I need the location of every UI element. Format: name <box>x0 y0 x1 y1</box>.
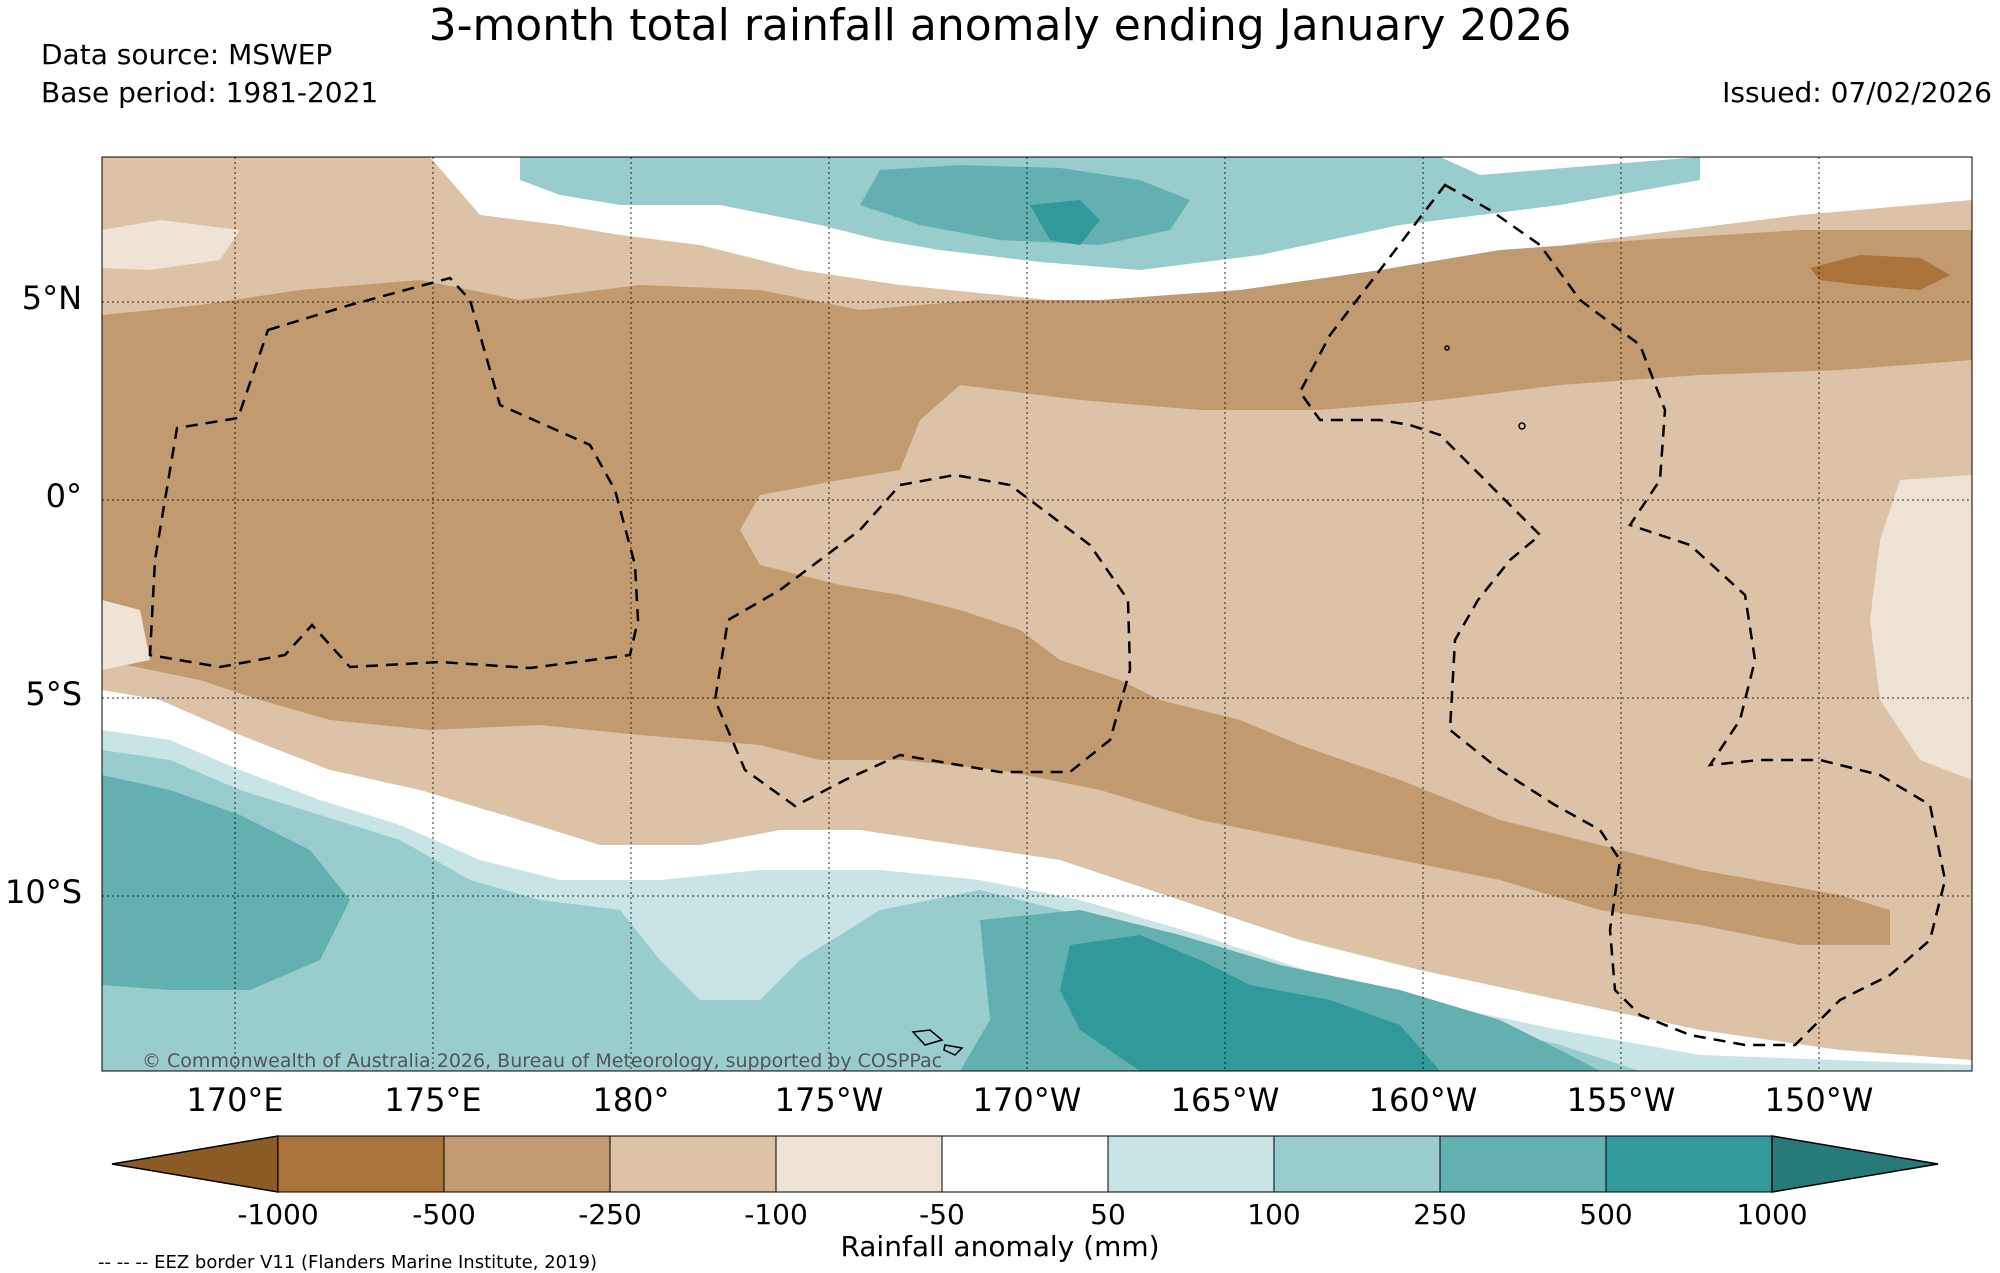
colorbar-segment <box>1107 1135 1275 1193</box>
colorbar-tick-label: 50 <box>1090 1198 1126 1231</box>
anomaly-band-dry-main <box>102 230 1972 945</box>
colorbar-tick-label: 500 <box>1579 1198 1633 1231</box>
lon-label-150w: 150°W <box>1764 1081 1874 1119</box>
lon-label-180: 180° <box>592 1081 670 1119</box>
colorbar-tick-label: -500 <box>412 1198 476 1231</box>
colorbar-segment <box>443 1135 611 1193</box>
lon-label-170w: 170°W <box>972 1081 1082 1119</box>
anomaly-band-dark-teal-south <box>1060 935 1440 1071</box>
colorbar-segment <box>775 1135 943 1193</box>
colorbar-tick-label: -250 <box>578 1198 642 1231</box>
lat-label-5n: 5°N <box>21 279 82 317</box>
map-frame <box>101 156 1973 1072</box>
anomaly-band-dry-strong <box>1810 255 1950 290</box>
base-period-label: Base period: 1981-2021 <box>41 76 379 109</box>
colorbar-extend-high <box>1771 1135 1939 1193</box>
colorbar-title: Rainfall anomaly (mm) <box>840 1230 1160 1263</box>
colorbar-tick-label: 250 <box>1413 1198 1467 1231</box>
colorbar-segment <box>1439 1135 1607 1193</box>
map-title: 3-month total rainfall anomaly ending Ja… <box>428 0 1572 51</box>
anomaly-band-light-dry-west <box>102 600 150 670</box>
lat-label-5s: 5°S <box>25 675 82 713</box>
lon-label-160w: 160°W <box>1368 1081 1478 1119</box>
issued-date-label: Issued: 07/02/2026 <box>1722 76 1992 109</box>
eez-borders <box>148 183 1947 1047</box>
colorbar-tick-label: -50 <box>919 1198 965 1231</box>
eez-border-tokelau-samoa <box>713 473 1132 808</box>
colorbar-tick-label: -1000 <box>237 1198 319 1231</box>
lon-label-165w: 165°W <box>1170 1081 1280 1119</box>
anomaly-band-mid-teal-south <box>102 775 350 990</box>
lon-label-170e: 170°E <box>186 1081 284 1119</box>
colorbar-segment <box>1605 1135 1773 1193</box>
copyright-notice: © Commonwealth of Australia 2026, Bureau… <box>142 1050 943 1072</box>
lat-label-0: 0° <box>45 477 82 515</box>
lon-label-175e: 175°E <box>384 1081 482 1119</box>
lon-label-155w: 155°W <box>1566 1081 1676 1119</box>
colorbar-segment <box>1273 1135 1441 1193</box>
anomaly-band-dark-teal-north <box>1030 200 1100 245</box>
island-outlines <box>911 345 1526 1056</box>
lon-label-175w: 175°W <box>774 1081 884 1119</box>
colorbar-segment <box>609 1135 777 1193</box>
anomaly-band-light-dry-east <box>1870 475 1972 780</box>
lat-label-10s: 10°S <box>4 873 82 911</box>
anomaly-band-mid-teal-north <box>860 165 1190 245</box>
colorbar-segment <box>277 1135 445 1193</box>
colorbar-tick-label: 100 <box>1247 1198 1301 1231</box>
colorbar-tick-label: -100 <box>744 1198 808 1231</box>
anomaly-band-light-dry-north <box>102 220 240 270</box>
graticule <box>102 157 1972 1071</box>
eez-border-legend: -- -- -- EEZ border V11 (Flanders Marine… <box>98 1252 598 1273</box>
colorbar-tick-label: 1000 <box>1736 1198 1808 1231</box>
data-source-label: Data source: MSWEP <box>41 38 333 71</box>
colorbar-extend-low <box>111 1135 279 1193</box>
colorbar-segment <box>941 1135 1109 1193</box>
eez-border-kiribati-gilbert <box>148 276 640 670</box>
